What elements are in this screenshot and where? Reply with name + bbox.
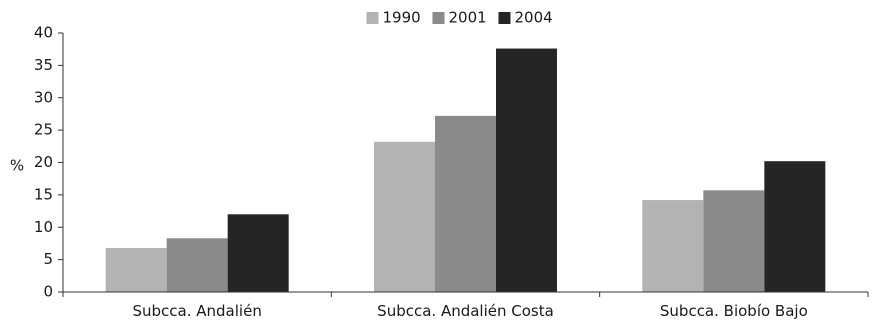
x-tick-label: Subcca. Biobío Bajo (660, 302, 808, 320)
bar (227, 214, 289, 292)
bar (703, 190, 765, 292)
bar (496, 48, 557, 292)
y-tick-label: 0 (43, 283, 53, 301)
legend-label: 1990 (383, 9, 421, 27)
x-axis: Subcca. Andalién Subcca. Andalién Costa Su… (62, 291, 869, 320)
x-tick-label: Subcca. Andalién Costa (377, 302, 554, 320)
y-axis: % 0 5 10 15 20 25 30 35 40 (10, 24, 64, 301)
legend-swatch (498, 12, 511, 24)
bar (105, 247, 167, 292)
y-tick-label: 30 (34, 88, 53, 106)
y-tick-label: 20 (34, 153, 53, 171)
y-axis-label: % (10, 157, 24, 175)
bars (105, 48, 826, 292)
bar (166, 238, 228, 292)
bar (435, 115, 496, 292)
legend-label: 2004 (515, 9, 553, 27)
bar (764, 161, 826, 292)
legend-swatch (432, 12, 445, 24)
y-tick-label: 25 (34, 121, 53, 139)
y-tick-label: 35 (34, 56, 53, 74)
legend-label: 2001 (449, 9, 487, 27)
legend-swatch (366, 12, 379, 24)
x-tick-label: Subcca. Andalién (133, 302, 262, 320)
bar (374, 141, 435, 292)
y-tick-label: 15 (34, 185, 53, 203)
bar (642, 200, 704, 292)
legend: 1990 2001 2004 (366, 9, 553, 27)
y-tick-label: 40 (34, 24, 53, 42)
y-tick-label: 5 (43, 250, 53, 268)
y-tick-label: 10 (34, 218, 53, 236)
